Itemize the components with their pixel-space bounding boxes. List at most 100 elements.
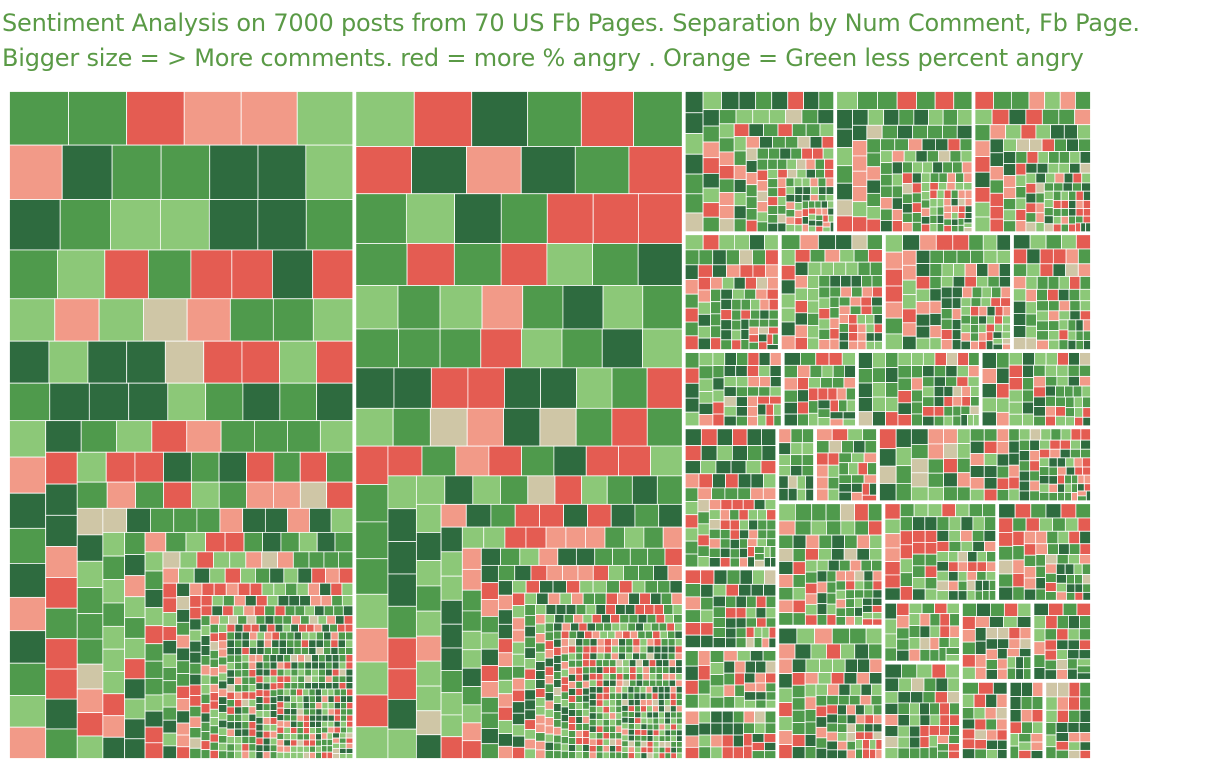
post-cell <box>872 618 883 626</box>
post-cell <box>961 718 976 730</box>
post-cell <box>631 580 646 594</box>
post-cell <box>321 714 329 722</box>
post-cell <box>605 580 620 594</box>
post-cell <box>1082 591 1091 601</box>
post-cell <box>315 739 322 747</box>
post-cell <box>924 565 938 578</box>
post-cell <box>1079 681 1091 698</box>
post-cell <box>920 223 931 233</box>
post-cell <box>827 476 840 490</box>
post-cell <box>891 220 903 233</box>
post-cell <box>289 688 297 697</box>
post-cell <box>1065 248 1079 265</box>
post-cell <box>796 627 816 645</box>
post-cell <box>748 123 764 137</box>
post-cell <box>461 667 482 687</box>
post-cell <box>1055 582 1067 593</box>
post-cell <box>1033 375 1046 388</box>
post-cell <box>884 633 898 649</box>
post-cell <box>836 147 853 167</box>
post-cell <box>794 287 808 301</box>
post-cell <box>535 714 546 725</box>
post-cell <box>276 726 285 734</box>
page-group <box>352 88 686 762</box>
post-cell <box>9 492 47 529</box>
post-cell <box>935 138 949 152</box>
post-cell <box>945 654 960 662</box>
post-cell <box>461 704 482 724</box>
post-cell <box>854 643 870 660</box>
post-cell <box>440 575 463 601</box>
post-cell <box>766 344 779 350</box>
post-cell <box>969 477 985 490</box>
post-cell <box>200 615 211 627</box>
post-cell <box>480 712 499 729</box>
post-cell <box>316 340 354 384</box>
post-cell <box>1075 503 1091 519</box>
post-cell <box>595 686 604 694</box>
post-cell <box>9 382 51 422</box>
post-cell <box>816 488 829 502</box>
post-cell <box>293 631 302 641</box>
post-cell <box>817 234 837 250</box>
post-cell <box>1079 375 1091 387</box>
post-cell <box>909 714 921 727</box>
post-cell <box>929 288 942 302</box>
post-cell <box>986 729 998 741</box>
post-cell <box>838 452 853 464</box>
post-cell <box>936 214 945 224</box>
post-cell <box>718 218 735 233</box>
post-cell <box>461 740 482 759</box>
post-cell <box>186 298 231 342</box>
post-cell <box>176 621 191 636</box>
post-cell <box>832 658 846 674</box>
post-cell <box>323 551 339 569</box>
post-cell <box>226 684 235 693</box>
post-cell <box>1066 583 1076 593</box>
post-cell <box>936 530 950 542</box>
post-cell <box>855 723 865 733</box>
post-cell <box>826 603 837 616</box>
page-group <box>876 425 1094 504</box>
post-cell <box>880 185 893 198</box>
post-cell <box>684 746 700 759</box>
post-cell <box>588 745 597 753</box>
page-group <box>971 88 1094 235</box>
post-cell <box>936 516 950 531</box>
post-cell <box>668 673 677 681</box>
post-cell <box>568 688 577 696</box>
post-cell <box>497 623 513 640</box>
post-cell <box>675 685 683 694</box>
post-cell <box>941 503 957 518</box>
post-cell <box>936 551 949 562</box>
post-cell <box>102 693 126 717</box>
post-cell <box>561 622 571 632</box>
post-cell <box>568 709 577 717</box>
post-cell <box>998 517 1014 533</box>
post-cell <box>753 499 766 511</box>
post-cell <box>1077 490 1087 497</box>
post-cell <box>277 551 294 569</box>
post-cell <box>961 616 976 630</box>
post-cell <box>922 396 935 407</box>
post-cell <box>884 691 899 704</box>
post-cell <box>708 519 721 530</box>
post-cell <box>241 728 250 737</box>
post-cell <box>939 714 951 726</box>
post-cell <box>609 666 617 674</box>
post-cell <box>884 503 901 520</box>
post-cell <box>1067 339 1077 350</box>
post-cell <box>218 727 228 736</box>
post-cell <box>331 682 340 690</box>
post-cell <box>472 475 501 505</box>
post-cell <box>176 647 191 662</box>
post-cell <box>588 725 597 733</box>
post-cell <box>308 615 319 625</box>
post-cell <box>948 571 959 582</box>
post-cell <box>735 637 747 648</box>
post-cell <box>1079 151 1091 164</box>
post-cell <box>273 451 301 483</box>
post-cell <box>765 660 777 674</box>
post-cell <box>851 474 865 484</box>
post-cell <box>234 684 243 693</box>
